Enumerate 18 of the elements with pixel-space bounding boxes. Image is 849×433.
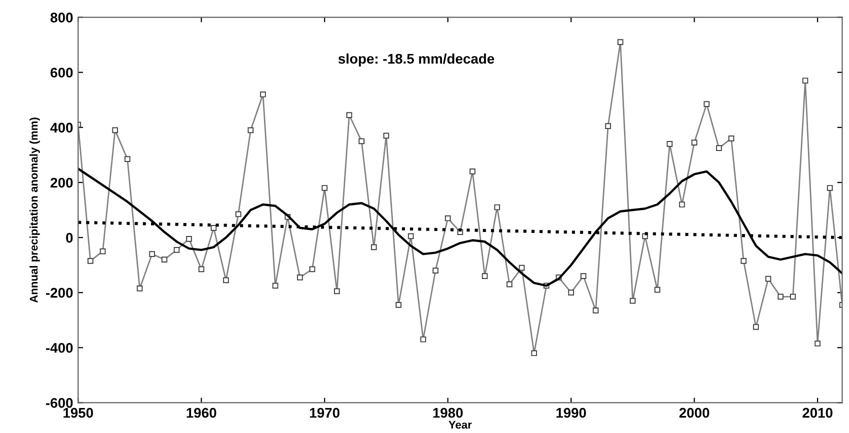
y-tick-label: 600 xyxy=(50,68,73,78)
x-tick-label: 1990 xyxy=(556,408,586,418)
y-tick-label: 200 xyxy=(50,178,73,188)
y-tick-label: -200 xyxy=(46,288,73,298)
x-tick-label: 2010 xyxy=(802,408,832,418)
y-tick-label: -600 xyxy=(46,398,73,408)
x-tick-label: 1980 xyxy=(433,408,463,418)
y-tick-label: -400 xyxy=(46,342,73,353)
x-tick-label: 1970 xyxy=(310,408,340,418)
y-axis-title: Annual precipitation anomaly (mm) xyxy=(30,118,40,303)
annotation: slope: -18.5 mm/decade xyxy=(338,54,494,66)
y-tick-label: 0 xyxy=(66,232,73,243)
x-tick-label: 1950 xyxy=(64,408,93,418)
x-axis-title: Year xyxy=(448,420,472,429)
y-tick-label: 800 xyxy=(50,12,73,22)
x-tick-label: 2000 xyxy=(679,408,710,418)
x-tick-label: 1960 xyxy=(186,408,216,418)
y-tick-label: 400 xyxy=(50,122,73,133)
